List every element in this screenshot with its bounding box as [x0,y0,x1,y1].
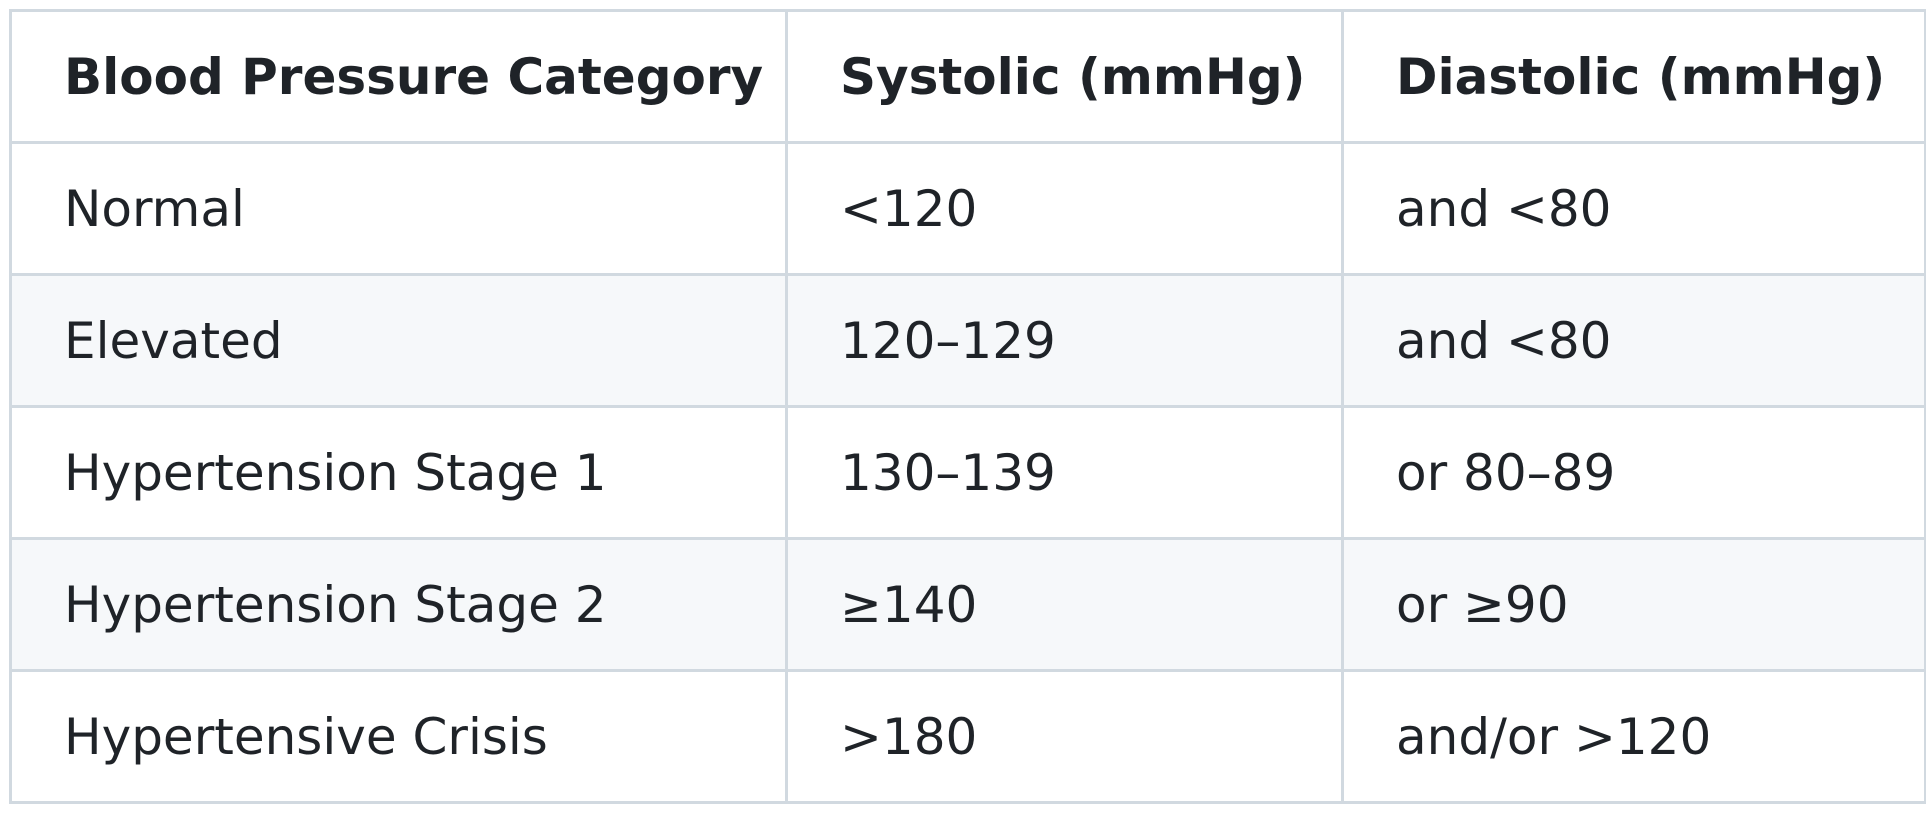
table-cell: Elevated [9,273,788,408]
table-row: Hypertensive Crisis >180 and/or >120 [9,669,1926,804]
table-row: Hypertension Stage 2 ≥140 or ≥90 [9,537,1926,672]
header-cell: Blood Pressure Category [9,9,788,144]
table-cell: 130–139 [785,405,1344,540]
table-cell: and/or >120 [1341,669,1926,804]
table-row: Hypertension Stage 1 130–139 or 80–89 [9,405,1926,540]
table-cell: Hypertension Stage 2 [9,537,788,672]
table-header: Blood Pressure Category Systolic (mmHg) Di… [9,9,1926,144]
header-cell: Systolic (mmHg) [785,9,1344,144]
table-row: Elevated 120–129 and <80 [9,273,1926,408]
table-cell: and <80 [1341,141,1926,276]
table-cell: Hypertensive Crisis [9,669,788,804]
table-cell: and <80 [1341,273,1926,408]
table-cell: ≥140 [785,537,1344,672]
table-cell: <120 [785,141,1344,276]
table-row: Normal <120 and <80 [9,141,1926,276]
table-body: Normal <120 and <80 Elevated 120–129 and <80 H… [9,141,1926,804]
table-cell: >180 [785,669,1344,804]
header-row: Blood Pressure Category Systolic (mmHg) Di… [9,9,1926,144]
table-cell: or 80–89 [1341,405,1926,540]
table-cell: 120–129 [785,273,1344,408]
header-cell: Diastolic (mmHg) [1341,9,1926,144]
table-cell: or ≥90 [1341,537,1926,672]
bp-table: Blood Pressure Category Systolic (mmHg) Di… [9,9,1926,804]
table-cell: Hypertension Stage 1 [9,405,788,540]
table-cell: Normal [9,141,788,276]
